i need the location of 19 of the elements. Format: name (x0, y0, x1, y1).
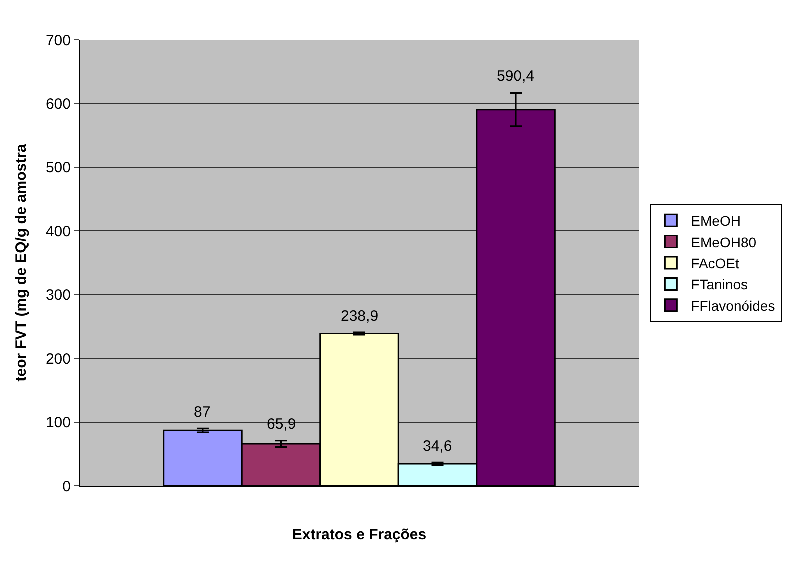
y-tick-label: 0 (62, 478, 71, 496)
y-tick-label: 500 (46, 160, 71, 177)
text: 590,4 (497, 68, 535, 85)
y-tick-label: 700 (46, 32, 71, 50)
y-tick-label: 400 (46, 223, 71, 240)
x-axis-title: Extratos e Frações (292, 526, 427, 544)
text: 34,6 (423, 438, 452, 455)
legend-label: EMeOH (691, 213, 741, 230)
y-tick-label: 100 (46, 414, 71, 432)
y-axis-title: teor FVT (mg de EQ/g de amostra (13, 144, 30, 382)
y-tick-label: 200 (46, 350, 71, 368)
legend-label: FFlavonóides (691, 298, 776, 314)
y-tick-label: 300 (46, 287, 71, 304)
text: 238,9 (341, 308, 379, 325)
y-tick-label: 600 (46, 96, 71, 113)
legend-label: FTaninos (691, 276, 748, 293)
legend-label: EMeOH80 (691, 234, 757, 250)
legend-label: FAcOEt (691, 255, 740, 272)
text: 87 (194, 404, 211, 421)
